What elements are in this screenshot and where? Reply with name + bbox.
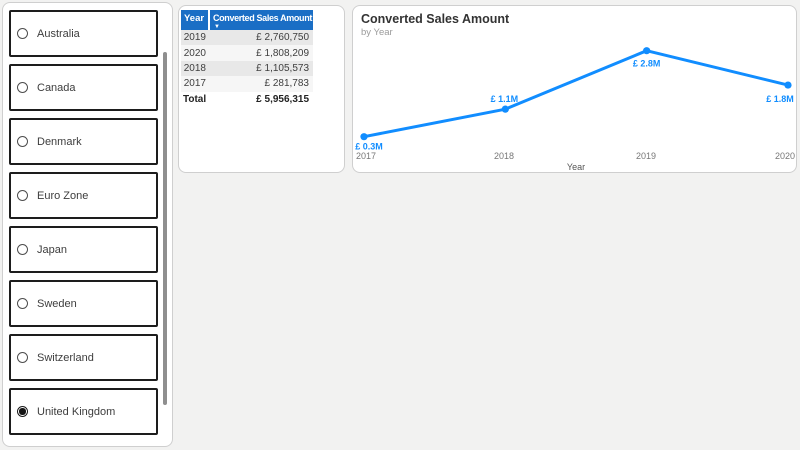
- column-header-label: Converted Sales Amount: [213, 13, 312, 23]
- data-label-2020: £ 1.8M: [766, 94, 794, 104]
- chart-title: Converted Sales Amount: [361, 12, 510, 26]
- radio-unselected-icon[interactable]: [17, 136, 28, 147]
- slicer-option-label: Australia: [37, 27, 80, 40]
- slicer-option-label: Canada: [37, 81, 76, 94]
- column-header-converted-sales-amount[interactable]: Converted Sales Amount ▼: [210, 10, 313, 30]
- slicer-option-label: Switzerland: [37, 351, 94, 364]
- column-header-year[interactable]: Year: [181, 10, 210, 30]
- radio-unselected-icon[interactable]: [17, 352, 28, 363]
- radio-unselected-icon[interactable]: [17, 244, 28, 255]
- table-total-row: Total £ 5,956,315: [181, 91, 313, 108]
- year-cell: 2017: [183, 78, 206, 90]
- sales-table: Year Converted Sales Amount ▼ 2019 £ 2,7…: [181, 10, 313, 108]
- slicer-option-label: Japan: [37, 243, 67, 256]
- x-tick-2018: 2018: [494, 151, 514, 161]
- total-label: Total: [183, 94, 207, 106]
- slicer-option-united-kingdom[interactable]: United Kingdom: [9, 388, 158, 435]
- table-row[interactable]: 2020 £ 1,808,209: [181, 45, 313, 61]
- slicer-option-japan[interactable]: Japan: [9, 226, 158, 273]
- sales-line-series: [362, 49, 790, 139]
- radio-unselected-icon[interactable]: [17, 298, 28, 309]
- data-point-2018[interactable]: [501, 105, 509, 113]
- total-value: £ 5,956,315: [256, 94, 309, 106]
- year-cell: 2019: [183, 32, 206, 44]
- table-header-row: Year Converted Sales Amount ▼: [181, 10, 313, 30]
- slicer-option-sweden[interactable]: Sweden: [9, 280, 158, 327]
- year-cell: 2020: [183, 47, 206, 59]
- data-label-2018: £ 1.1M: [491, 94, 519, 104]
- amount-cell: £ 281,783: [264, 78, 310, 90]
- slicer-scrollbar[interactable]: [163, 52, 167, 405]
- slicer-option-label: Euro Zone: [37, 189, 89, 202]
- data-point-2019[interactable]: [643, 47, 651, 55]
- slicer-option-label: Sweden: [37, 297, 77, 310]
- slicer-option-label: Denmark: [37, 135, 82, 148]
- country-slicer-list: Australia Canada Denmark Euro Zone Japan…: [3, 3, 172, 435]
- table-body: 2019 £ 2,760,750 2020 £ 1,808,209 2018 £…: [181, 30, 313, 92]
- x-tick-2017: 2017: [356, 151, 376, 161]
- amount-cell: £ 1,808,209: [256, 47, 309, 59]
- data-label-2017: £ 0.3M: [355, 142, 383, 152]
- radio-unselected-icon[interactable]: [17, 190, 28, 201]
- slicer-option-australia[interactable]: Australia: [9, 10, 158, 57]
- year-cell: 2018: [183, 62, 206, 74]
- sales-table-card: Year Converted Sales Amount ▼ 2019 £ 2,7…: [178, 5, 345, 173]
- radio-unselected-icon[interactable]: [17, 82, 28, 93]
- table-row[interactable]: 2019 £ 2,760,750: [181, 30, 313, 46]
- x-tick-2020: 2020: [775, 151, 795, 161]
- slicer-option-euro-zone[interactable]: Euro Zone: [9, 172, 158, 219]
- table-row[interactable]: 2017 £ 281,783: [181, 76, 313, 92]
- table-row[interactable]: 2018 £ 1,105,573: [181, 60, 313, 77]
- slicer-option-denmark[interactable]: Denmark: [9, 118, 158, 165]
- amount-cell: £ 2,760,750: [256, 32, 309, 44]
- x-tick-2019: 2019: [636, 151, 656, 161]
- sales-line-chart-card: Converted Sales Amount by Year £ 0.3M £ 1…: [352, 5, 797, 173]
- slicer-option-switzerland[interactable]: Switzerland: [9, 334, 158, 381]
- line-chart-plot: £ 0.3M £ 1.1M £ 2.8M £ 1.8M 2017 2018 2019 2020…: [355, 47, 795, 172]
- radio-unselected-icon[interactable]: [17, 28, 28, 39]
- sort-descending-icon[interactable]: ▼: [214, 24, 220, 30]
- radio-selected-icon[interactable]: [17, 406, 28, 417]
- x-axis-title: Year: [567, 162, 585, 172]
- slicer-option-canada[interactable]: Canada: [9, 64, 158, 111]
- chart-subtitle: by Year: [361, 27, 393, 38]
- country-slicer: Australia Canada Denmark Euro Zone Japan…: [2, 2, 173, 447]
- amount-cell: £ 1,105,573: [256, 62, 309, 74]
- data-point-2017[interactable]: [360, 133, 368, 141]
- slicer-option-label: United Kingdom: [37, 405, 116, 418]
- data-label-2019: £ 2.8M: [633, 59, 661, 69]
- data-point-2020[interactable]: [784, 81, 792, 89]
